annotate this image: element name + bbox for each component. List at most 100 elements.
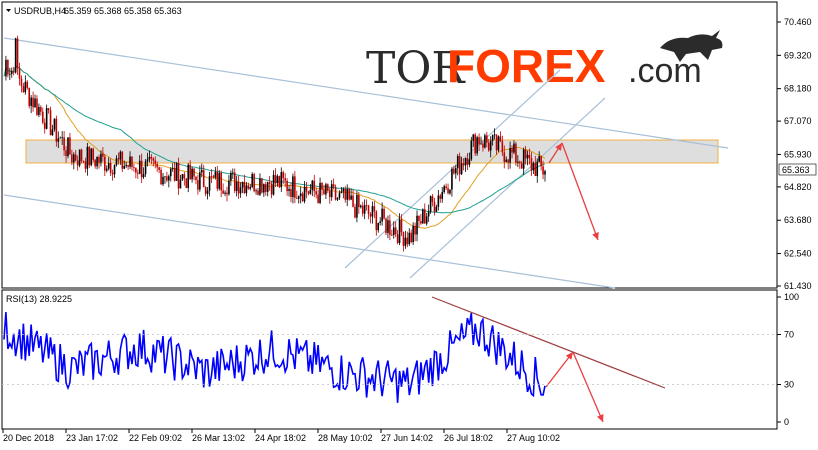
candle-body [34, 98, 36, 108]
candle-body [297, 196, 300, 199]
candle-body [420, 221, 422, 224]
candle-body [113, 165, 116, 175]
candle-body [210, 176, 213, 177]
candle-body [458, 156, 461, 175]
candle-body [315, 191, 317, 195]
candle-body [10, 71, 13, 74]
candle-body [133, 167, 135, 168]
candle-body [191, 168, 193, 180]
candle-body [330, 184, 333, 198]
candle-body [136, 172, 139, 174]
candle-body [394, 227, 397, 235]
price-tick-label: 62.540 [784, 249, 812, 259]
candle-body [499, 136, 502, 142]
rsi-line [3, 312, 546, 403]
candle-body [144, 161, 147, 174]
ma-slow-line [3, 66, 546, 214]
candle-body [495, 134, 498, 151]
candle-body [249, 186, 252, 189]
candle-body [179, 179, 182, 189]
candle-body [294, 176, 296, 198]
candle-body [303, 186, 306, 202]
candle-body [482, 143, 484, 148]
candle-body [526, 154, 529, 159]
axes: 70.460 69.320 68.180 67.070 65.930 64.820 63.6… [2, 17, 812, 443]
candle-body [292, 176, 294, 198]
candle-body [276, 176, 279, 184]
candle-body [247, 185, 250, 189]
candle-body [216, 171, 219, 189]
candle-body [507, 159, 509, 163]
candle-body [255, 190, 257, 192]
candle-body [286, 180, 288, 192]
candle-body [472, 134, 475, 141]
candle-body [538, 156, 540, 162]
candle-body [466, 158, 469, 165]
candle-body [138, 160, 141, 174]
candle-body [338, 193, 341, 199]
rsi-tick-label: 30 [784, 380, 794, 390]
ma-fast-line [3, 66, 546, 229]
candle-body [530, 157, 533, 171]
candle-body [220, 172, 222, 191]
candle-body [416, 215, 418, 235]
price-tick-label: 67.070 [784, 116, 812, 126]
candle-body [162, 176, 164, 185]
candle-body [513, 143, 515, 153]
candle-body [212, 176, 215, 178]
candle-body [383, 208, 385, 219]
rsi-arrow-up [545, 351, 574, 388]
current-price-tag [778, 163, 817, 176]
time-tick-label: 24 Apr 18:02 [255, 433, 306, 443]
candle-body [396, 234, 399, 243]
time-tick-label: 26 Jul 18:02 [444, 433, 493, 443]
candle-body [427, 211, 430, 217]
candle-body [464, 158, 467, 166]
candle-body [501, 141, 504, 153]
candle-body [342, 188, 345, 192]
candle-body [100, 153, 102, 163]
time-tick-label: 27 Jun 14:02 [381, 433, 433, 443]
candle-body [470, 140, 473, 160]
candle-body [111, 172, 114, 175]
candle-body [373, 206, 376, 212]
candle-body [307, 191, 310, 194]
candle-body [328, 190, 331, 198]
candle-body [536, 161, 539, 177]
price-candles [5, 35, 546, 252]
candle-body [340, 191, 343, 194]
candle-body [259, 178, 261, 195]
candle-body [437, 195, 440, 207]
candle-body [460, 163, 463, 175]
time-tick-label: 22 Feb 09:02 [129, 433, 182, 443]
candle-body [493, 134, 496, 136]
candle-body [486, 135, 488, 143]
candle-body [24, 81, 27, 93]
candle-body [311, 180, 314, 190]
candle-body [142, 173, 145, 178]
candle-body [350, 195, 352, 200]
candle-body [243, 181, 246, 194]
forecast-arrows [545, 142, 604, 423]
candle-body [152, 158, 155, 161]
candle-body [251, 173, 254, 187]
candle-body [166, 176, 168, 181]
candle-body [195, 176, 197, 181]
candle-body [288, 189, 290, 192]
candle-body [346, 189, 349, 200]
time-tick-label: 27 Aug 10:02 [507, 433, 560, 443]
candle-body [30, 97, 32, 106]
candle-body [241, 181, 244, 188]
price-tick-label: 65.930 [784, 149, 812, 159]
candle-body [392, 227, 395, 235]
candle-body [447, 188, 449, 194]
candle-body [354, 206, 356, 218]
channel-line [3, 194, 616, 289]
candle-body [164, 176, 166, 178]
candle-body [224, 192, 226, 194]
arrow-head [565, 352, 573, 360]
candle-body [356, 195, 358, 218]
candle-body [268, 182, 271, 184]
candle-body [171, 167, 174, 169]
